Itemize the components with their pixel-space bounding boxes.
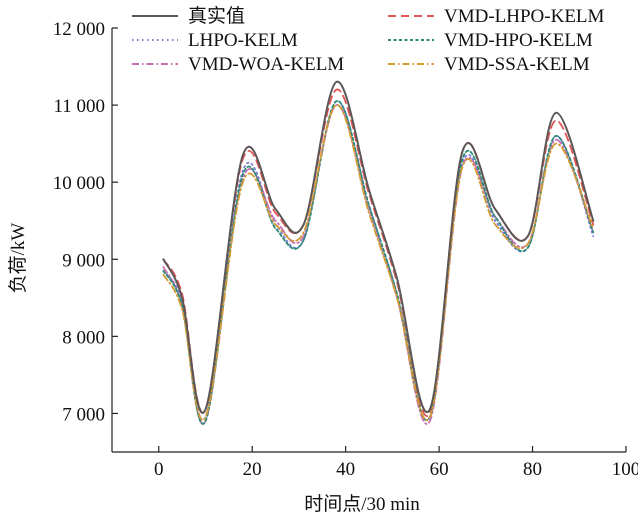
legend-label: VMD-WOA-KELM (188, 54, 344, 75)
y-tick-label: 11 000 (53, 96, 105, 117)
series-line-1 (162, 80, 595, 414)
legend-label: VMD-LHPO-KELM (444, 6, 605, 27)
series-line-4 (162, 88, 595, 417)
x-tick-label: 80 (523, 459, 542, 480)
legend: 真实值 LHPO-KELM VMD-WOA-KELM VMD-LHPO-KELM VMD… (132, 5, 605, 75)
x-tick-label: 40 (336, 459, 355, 480)
y-tick-label: 8 000 (62, 327, 105, 348)
x-tick-label: 60 (430, 459, 449, 480)
plot-area (111, 28, 626, 453)
x-tick-label: 20 (243, 459, 262, 480)
series-line-5 (162, 100, 595, 425)
y-axis-label: 负荷/kW (7, 223, 29, 294)
y-tick-label: 9 000 (62, 250, 105, 271)
x-tick-label: 0 (154, 459, 164, 480)
legend-label: LHPO-KELM (188, 30, 298, 51)
y-tick-label: 7 000 (62, 404, 105, 425)
legend-label: 真实值 (188, 5, 245, 27)
x-axis: 0 20 40 60 80 100 (154, 446, 638, 480)
series-layer (162, 80, 595, 425)
x-tick-label: 100 (612, 459, 638, 480)
legend-label: VMD-HPO-KELM (444, 30, 593, 51)
y-axis: 7 000 8 000 9 000 10 000 11 000 12 000 (53, 19, 118, 425)
series-line-6 (162, 104, 595, 422)
y-tick-label: 12 000 (53, 19, 105, 40)
legend-label: VMD-SSA-KELM (444, 54, 590, 75)
x-axis-label: 时间点/30 min (304, 493, 420, 515)
y-tick-label: 10 000 (53, 173, 105, 194)
